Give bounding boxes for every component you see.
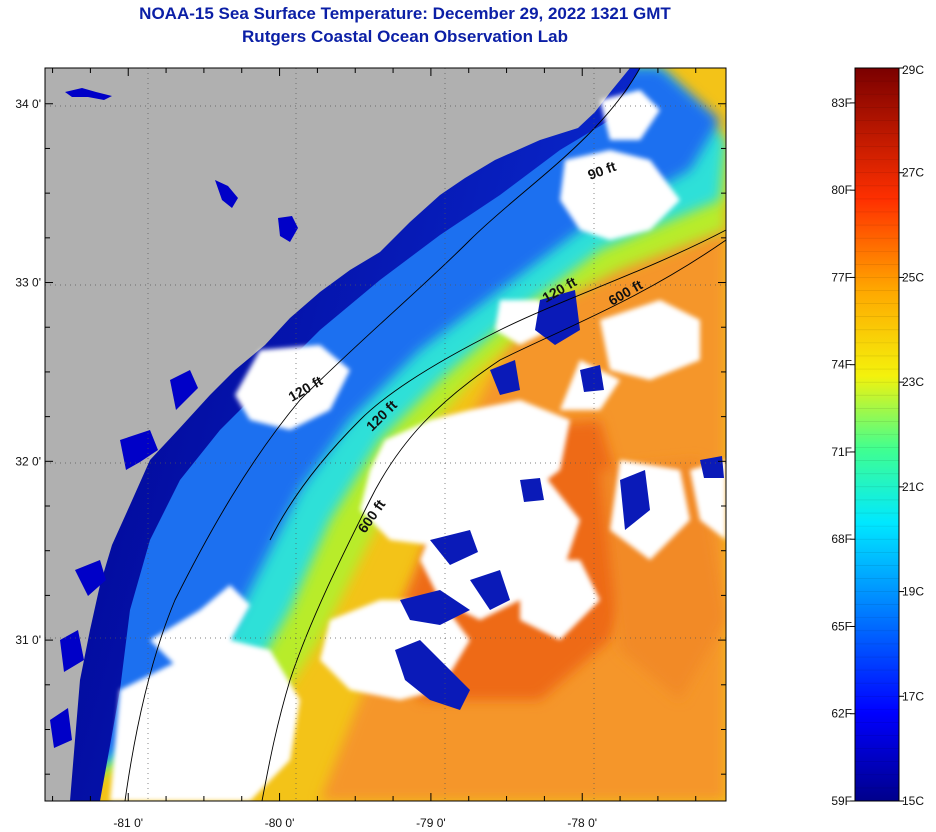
isobaths [124, 67, 727, 802]
map-subtitle: Rutgers Coastal Ocean Observation Lab [242, 27, 568, 46]
lon-tick-label: -81 0' [113, 816, 143, 830]
colorbar-fahrenheit-label: 83F [831, 96, 852, 110]
isobath-120ft-nearshore [124, 67, 641, 802]
inland-lake [65, 88, 112, 100]
lon-tick-label: -78 0' [567, 816, 597, 830]
colorbar [855, 68, 899, 801]
colorbar-ticks [850, 67, 904, 802]
colorbar-fahrenheit-label: 68F [831, 532, 852, 546]
colorbar-fahrenheit-label: 80F [831, 183, 852, 197]
colorbar-bands [855, 67, 899, 802]
colorbar-fahrenheit-label: 65F [831, 619, 852, 633]
colorbar-fahrenheit-label: 62F [831, 707, 852, 721]
colorbar-fahrenheit-label: 74F [831, 358, 852, 372]
axis-ticks [45, 68, 726, 801]
lat-tick-label: 31 0' [15, 633, 41, 647]
colorbar-fahrenheit-label: 59F [831, 794, 852, 808]
lat-tick-label: 33 0' [15, 276, 41, 290]
graticule [45, 68, 726, 801]
colorbar-celsius-label: 25C [902, 270, 924, 284]
colorbar-labels: 29C 27C 25C 23C 21C 19C 17C 15C 83F 80F 77F 74F 71F 6… [831, 63, 924, 808]
lat-tick-label: 32 0' [15, 454, 41, 468]
isobath-600ft [261, 239, 727, 802]
map-title: NOAA-15 Sea Surface Temperature: Decembe… [139, 4, 671, 23]
colorbar-celsius-label: 15C [902, 794, 924, 808]
axis-labels: 34 0' 33 0' 32 0' 31 0' -81 0' -80 0' -79 0' -7… [15, 97, 597, 830]
lon-tick-label: -79 0' [416, 816, 446, 830]
colorbar-fahrenheit-label: 71F [831, 445, 852, 459]
land [45, 68, 630, 801]
isobath-120ft [269, 229, 727, 541]
lat-tick-label: 34 0' [15, 97, 41, 111]
cold-patches [395, 290, 724, 710]
map-frame [44, 67, 727, 802]
colorbar-celsius-label: 21C [902, 480, 924, 494]
colorbar-celsius-label: 19C [902, 585, 924, 599]
colorbar-celsius-label: 29C [902, 63, 924, 77]
lon-tick-label: -80 0' [265, 816, 295, 830]
colorbar-celsius-label: 23C [902, 375, 924, 389]
colorbar-celsius-label: 27C [902, 166, 924, 180]
colorbar-fahrenheit-label: 77F [831, 270, 852, 284]
colorbar-celsius-label: 17C [902, 689, 924, 703]
colorbar-frame [854, 67, 900, 802]
